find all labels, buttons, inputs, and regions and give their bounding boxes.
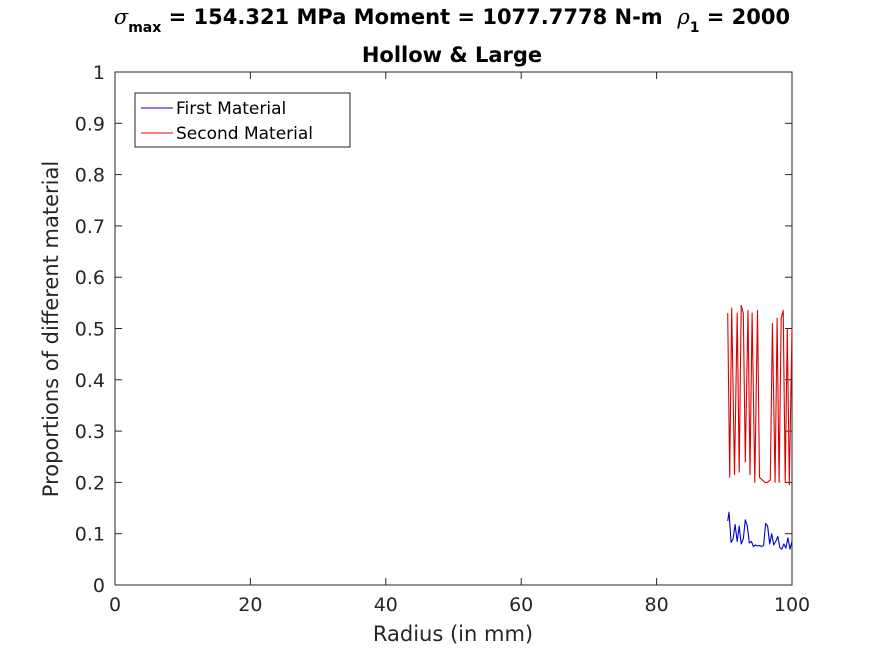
x-tick-label: 100 — [774, 594, 810, 616]
sigma-symbol: σ — [114, 5, 129, 29]
axis-tick-labels: 0 20 40 60 80 100 0 0.1 0.2 0.3 0.4 0.5 0.6 0.7 0.8 0.9… — [75, 62, 810, 616]
series-line-second-material — [727, 304, 793, 486]
series-layer — [727, 304, 793, 550]
y-tick-label: 0 — [93, 575, 105, 597]
chart-title-line2: Hollow & Large — [362, 43, 542, 67]
x-axis-label: Radius (in mm) — [373, 622, 533, 646]
plot-area — [114, 71, 793, 586]
series-line-first-material — [727, 511, 793, 550]
y-axis-label: Proportions of different material — [39, 161, 63, 497]
y-tick-label: 0.4 — [75, 370, 105, 392]
stress-moment-text: = 154.321 MPa Moment = 1077.7778 N-m — [161, 5, 677, 29]
x-tick-label: 0 — [109, 594, 121, 616]
y-tick-label: 0.5 — [75, 319, 105, 341]
y-tick-label: 0.2 — [75, 472, 105, 494]
legend-label-first-material: First Material — [176, 99, 286, 119]
y-tick-label: 0.8 — [75, 165, 105, 187]
legend-box — [134, 92, 351, 148]
sigma-subscript: max — [128, 20, 161, 36]
y-tick-label: 0.3 — [75, 421, 105, 443]
rho-value-text: = 2000 — [699, 5, 790, 29]
y-tick-label: 0.6 — [75, 267, 105, 289]
x-tick-label: 20 — [238, 594, 262, 616]
y-tick-label: 0.7 — [75, 216, 105, 238]
x-tick-label: 60 — [509, 594, 533, 616]
x-tick-label: 40 — [374, 594, 398, 616]
y-tick-label: 0.9 — [75, 113, 105, 135]
chart-title-line1: σmax = 154.321 MPa Moment = 1077.7778 N-… — [114, 5, 790, 36]
y-tick-label: 1 — [93, 62, 105, 84]
y-tick-label: 0.1 — [75, 524, 105, 546]
x-tick-label: 80 — [645, 594, 669, 616]
legend-label-second-material: Second Material — [176, 124, 313, 144]
axis-ticks — [114, 71, 793, 586]
rho-symbol: ρ — [676, 5, 690, 29]
legend: First Material Second Material — [134, 92, 351, 148]
rho-subscript: 1 — [690, 20, 700, 36]
